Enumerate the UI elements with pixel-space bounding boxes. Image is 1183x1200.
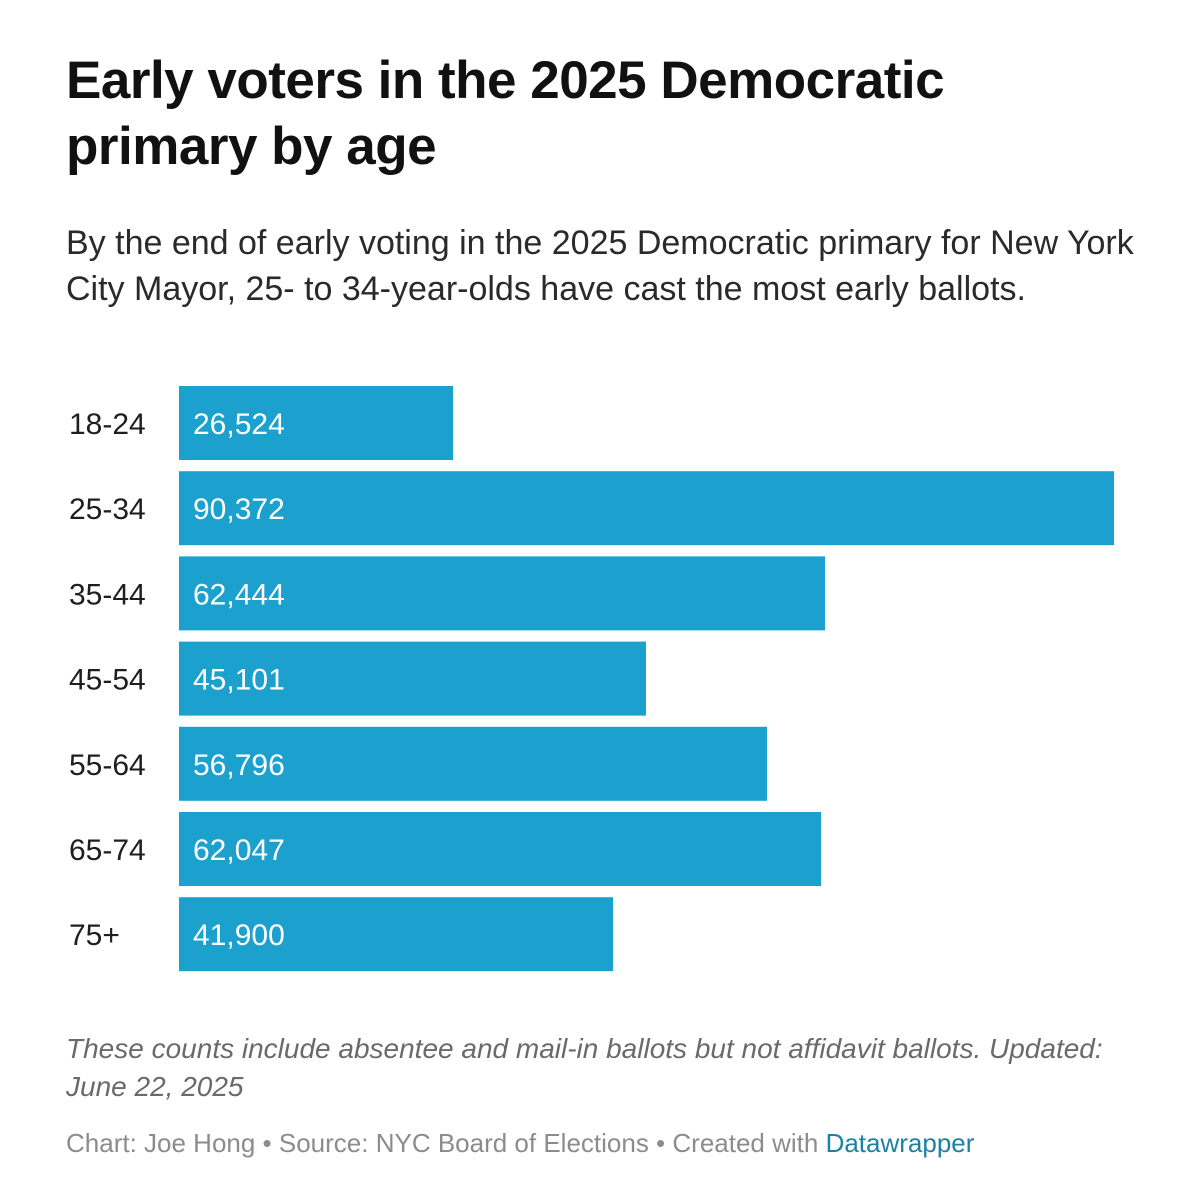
- category-label: 35-44: [69, 578, 146, 611]
- category-label: 55-64: [69, 749, 146, 782]
- category-label: 65-74: [69, 834, 146, 867]
- bar-25-34: [179, 471, 1114, 546]
- value-label: 62,047: [193, 834, 285, 867]
- chart-subtitle: By the end of early voting in the 2025 D…: [66, 224, 1134, 308]
- bar-45-54: [179, 641, 646, 716]
- bar-chart: 18-24 26,524 25-34 90,372 35-44 62,444 45-54 45…: [0, 370, 1183, 990]
- datawrapper-link[interactable]: Datawrapper: [825, 1128, 975, 1158]
- category-label: 18-24: [69, 408, 146, 441]
- bar-35-44: [179, 556, 825, 631]
- value-label: 62,444: [193, 578, 285, 611]
- chart-notes: These counts include absentee and mail-i…: [66, 1033, 1103, 1102]
- category-label: 25-34: [69, 493, 146, 526]
- bar-55-64: [179, 726, 767, 801]
- byline-text: Chart: Joe Hong • Source: NYC Board of E…: [66, 1128, 826, 1158]
- chart-title: Early voters in the 2025 Democratic prim…: [66, 51, 945, 176]
- value-label: 90,372: [193, 493, 285, 526]
- bar-18-24: [179, 386, 453, 460]
- category-label: 75+: [69, 919, 120, 952]
- value-label: 41,900: [193, 919, 285, 952]
- bar-75+: [179, 897, 613, 972]
- value-label: 56,796: [193, 749, 285, 782]
- category-label: 45-54: [69, 664, 146, 697]
- chart-byline: Chart: Joe Hong • Source: NYC Board of E…: [66, 1126, 1166, 1160]
- value-label: 26,524: [193, 408, 285, 441]
- value-label: 45,101: [193, 664, 285, 697]
- bar-65-74: [179, 812, 821, 886]
